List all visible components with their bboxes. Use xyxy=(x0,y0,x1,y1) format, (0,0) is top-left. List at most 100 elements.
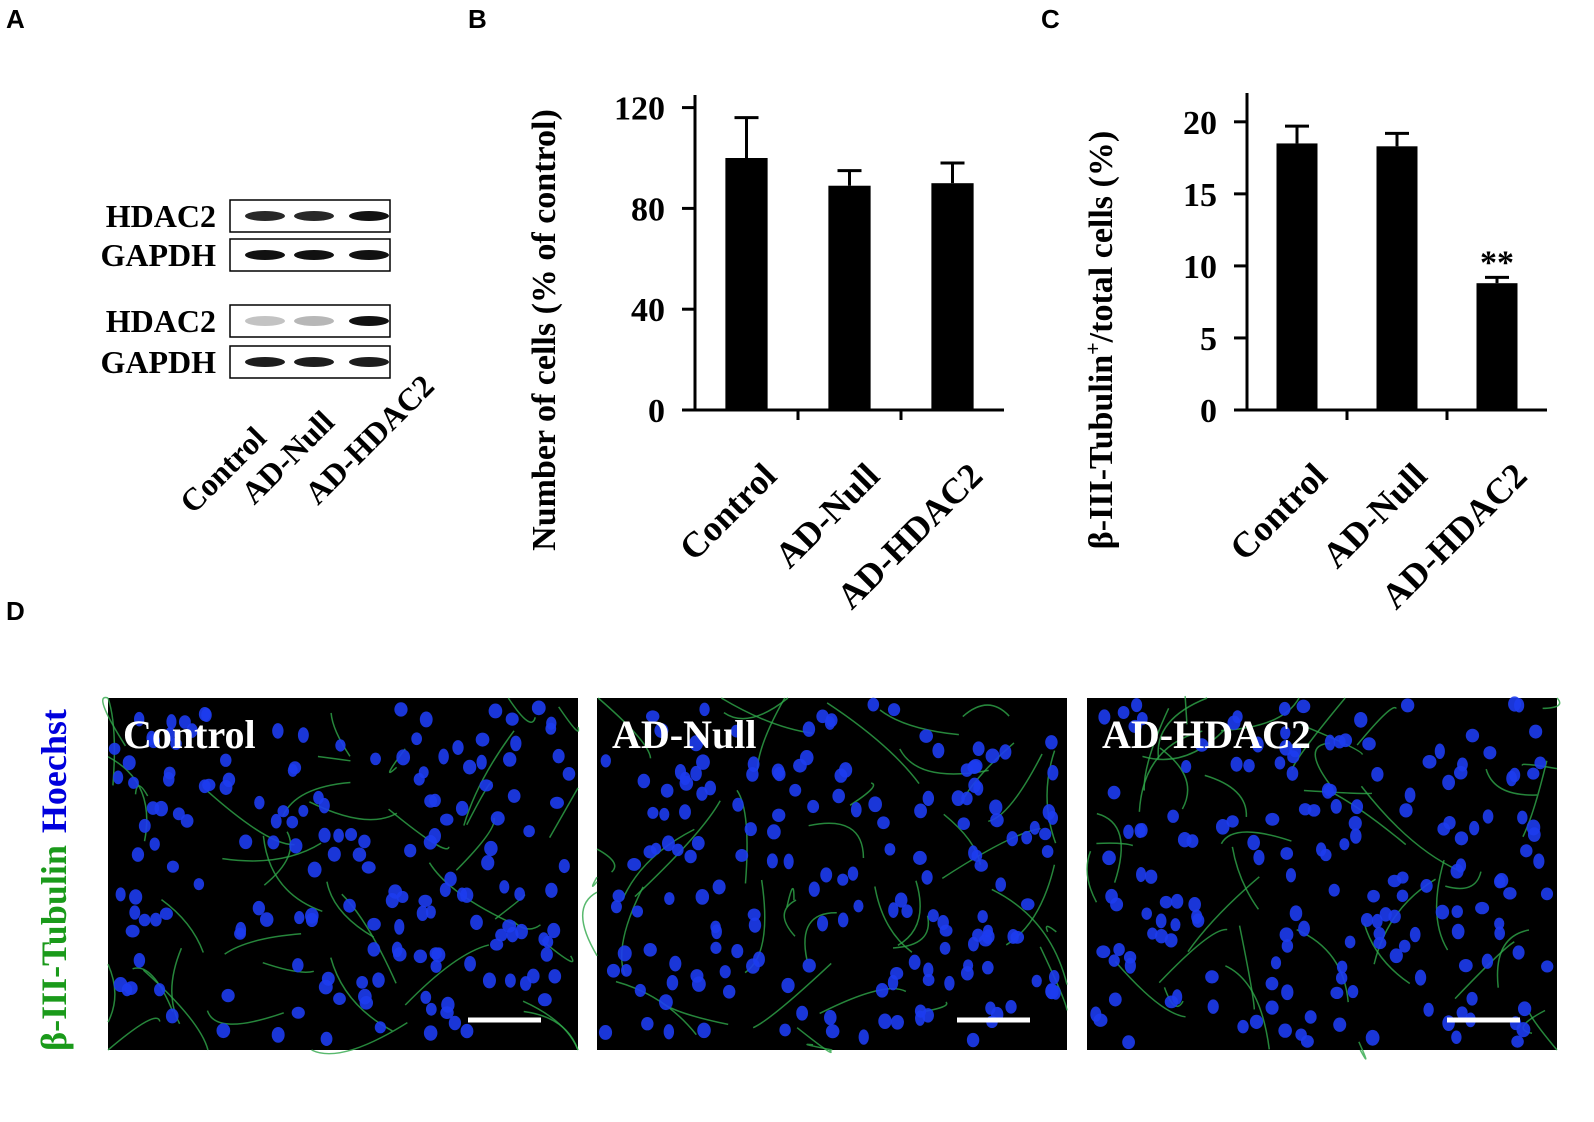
nucleus xyxy=(220,753,232,767)
neurite xyxy=(806,1043,833,1051)
y-tick-label: 120 xyxy=(614,91,665,128)
nucleus xyxy=(968,845,979,861)
neurite xyxy=(107,1017,161,1051)
nucleus xyxy=(1048,969,1060,985)
nucleus xyxy=(690,969,704,983)
neurite xyxy=(1204,774,1248,817)
neurite xyxy=(224,933,302,955)
nucleus xyxy=(352,847,367,862)
nucleus xyxy=(772,808,786,823)
nucleus xyxy=(666,974,679,991)
nucleus xyxy=(170,737,182,750)
nucleus xyxy=(1451,905,1463,918)
nucleus xyxy=(995,877,1007,892)
nucleus xyxy=(661,835,675,852)
nucleus xyxy=(1177,832,1192,848)
neurite xyxy=(1142,728,1227,761)
nucleus xyxy=(1141,907,1152,920)
nucleus xyxy=(1278,701,1291,716)
nucleus xyxy=(545,882,558,898)
neurite xyxy=(1138,730,1203,812)
y-tick-label: 5 xyxy=(1200,321,1217,358)
y-tick-label: 20 xyxy=(1183,105,1217,142)
nucleus xyxy=(519,976,532,991)
nucleus xyxy=(1454,831,1469,846)
nucleus xyxy=(125,924,140,938)
nucleus xyxy=(977,910,988,924)
nucleus xyxy=(476,754,487,770)
nucleus xyxy=(440,1006,454,1020)
nucleus xyxy=(1373,936,1387,950)
nucleus xyxy=(540,947,553,962)
nucleus xyxy=(1136,866,1147,883)
neurite xyxy=(1231,846,1260,910)
nucleus xyxy=(1457,757,1468,772)
nucleus xyxy=(1123,824,1134,839)
y-tick-label: 0 xyxy=(1200,393,1217,430)
nucleus xyxy=(1136,712,1148,726)
stain-label-part: β-III-Tubulin xyxy=(34,845,74,1051)
nucleus xyxy=(643,942,657,957)
nucleus xyxy=(1155,913,1167,929)
nucleus xyxy=(313,790,324,805)
nucleus xyxy=(1093,1013,1108,1027)
nucleus xyxy=(985,748,1000,764)
nucleus xyxy=(154,983,166,997)
nucleus xyxy=(921,870,933,885)
nucleus xyxy=(867,697,880,712)
nucleus xyxy=(1442,774,1455,791)
neurite xyxy=(819,988,907,1015)
nucleus xyxy=(1006,831,1019,847)
nucleus xyxy=(425,905,436,919)
nucleus xyxy=(1286,766,1299,781)
nucleus xyxy=(361,861,376,874)
nucleus xyxy=(235,921,247,938)
nucleus xyxy=(1360,912,1374,927)
neurite xyxy=(1157,697,1208,759)
nucleus xyxy=(838,762,853,778)
nucleus xyxy=(1105,888,1118,904)
nucleus xyxy=(419,711,433,728)
nucleus xyxy=(1420,879,1433,893)
nucleus xyxy=(1398,939,1411,953)
nucleus xyxy=(868,796,882,813)
nucleus xyxy=(783,853,794,870)
neurite xyxy=(548,787,579,839)
nucleus xyxy=(1371,766,1384,782)
nucleus xyxy=(696,754,710,770)
nucleus xyxy=(440,813,454,826)
nucleus xyxy=(562,767,576,781)
nucleus xyxy=(254,795,265,810)
nucleus xyxy=(1509,767,1521,783)
nucleus xyxy=(1388,909,1401,924)
nucleus xyxy=(919,729,933,743)
nucleus xyxy=(186,723,198,738)
nucleus xyxy=(982,960,994,975)
nucleus xyxy=(1422,755,1437,769)
nucleus xyxy=(847,866,859,881)
nucleus xyxy=(370,752,381,766)
nucleus xyxy=(1481,953,1494,969)
nucleus xyxy=(510,735,522,752)
nucleus xyxy=(320,1031,333,1046)
nucleus xyxy=(358,834,371,849)
x-tick-label: Control xyxy=(671,455,784,568)
nucleus xyxy=(514,887,525,901)
nucleus xyxy=(699,702,710,717)
nucleus xyxy=(503,752,517,767)
neurite xyxy=(1454,941,1515,1000)
nucleus xyxy=(430,959,442,973)
nucleus xyxy=(420,990,432,1004)
nucleus xyxy=(413,949,428,964)
neurite xyxy=(897,880,921,946)
nucleus xyxy=(660,783,674,798)
nucleus xyxy=(558,859,570,874)
nucleus xyxy=(1279,927,1294,943)
nucleus xyxy=(548,969,562,984)
nucleus xyxy=(394,918,405,935)
nucleus xyxy=(1031,974,1042,988)
nucleus xyxy=(394,702,408,717)
nucleus xyxy=(766,853,778,869)
nucleus xyxy=(1328,883,1340,897)
nucleus xyxy=(146,730,157,746)
